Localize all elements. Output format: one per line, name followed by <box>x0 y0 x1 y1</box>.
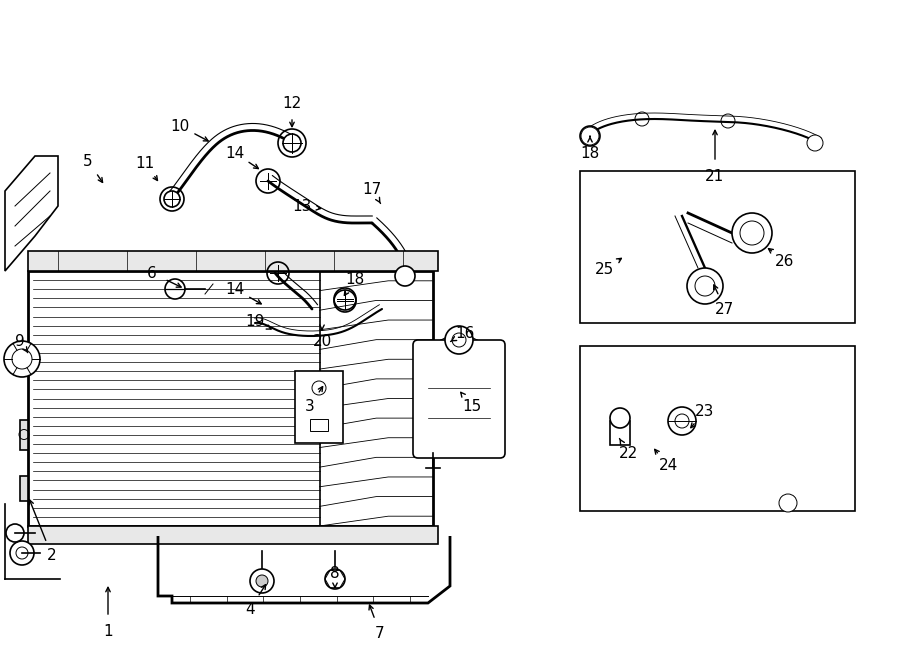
Text: 10: 10 <box>170 118 190 134</box>
Text: 26: 26 <box>775 254 795 268</box>
Text: 3: 3 <box>305 399 315 414</box>
Bar <box>580 171 855 323</box>
Circle shape <box>283 134 301 152</box>
Text: 14: 14 <box>225 145 245 161</box>
Text: 12: 12 <box>283 95 302 110</box>
Text: 18: 18 <box>580 145 599 161</box>
Circle shape <box>256 575 268 587</box>
Text: 19: 19 <box>246 313 265 329</box>
Bar <box>28 271 433 526</box>
Text: 17: 17 <box>363 182 382 196</box>
Circle shape <box>610 408 630 428</box>
Text: 21: 21 <box>706 169 724 184</box>
Bar <box>310 419 328 431</box>
Polygon shape <box>5 156 58 271</box>
Circle shape <box>164 191 180 207</box>
Text: 8: 8 <box>330 566 340 580</box>
Circle shape <box>250 569 274 593</box>
Text: 1: 1 <box>104 623 112 639</box>
Bar <box>28 526 438 544</box>
Text: 4: 4 <box>245 602 255 617</box>
Circle shape <box>445 326 473 354</box>
Text: 13: 13 <box>292 198 311 214</box>
Circle shape <box>4 341 40 377</box>
Text: 15: 15 <box>463 399 482 414</box>
Text: 18: 18 <box>346 272 365 286</box>
Bar <box>28 251 438 271</box>
Text: 2: 2 <box>47 549 57 563</box>
Text: 6: 6 <box>147 266 157 280</box>
Bar <box>20 475 28 500</box>
Text: 27: 27 <box>716 301 734 317</box>
Text: 16: 16 <box>455 325 474 340</box>
Circle shape <box>779 494 797 512</box>
Text: 24: 24 <box>659 459 678 473</box>
Bar <box>295 371 343 443</box>
Text: 14: 14 <box>225 282 245 297</box>
Text: 11: 11 <box>135 155 155 171</box>
FancyBboxPatch shape <box>413 340 505 458</box>
Circle shape <box>581 127 599 145</box>
Circle shape <box>807 135 823 151</box>
Circle shape <box>6 524 24 542</box>
Text: 7: 7 <box>375 625 385 641</box>
Circle shape <box>165 279 185 299</box>
Text: 20: 20 <box>312 334 331 348</box>
Bar <box>580 346 855 511</box>
Text: 5: 5 <box>83 153 93 169</box>
Bar <box>20 420 28 449</box>
Circle shape <box>395 266 415 286</box>
Circle shape <box>732 213 772 253</box>
Text: 22: 22 <box>618 446 637 461</box>
Circle shape <box>325 569 345 589</box>
Circle shape <box>687 268 723 304</box>
Bar <box>28 271 433 526</box>
Text: 25: 25 <box>596 262 615 276</box>
Bar <box>610 421 630 445</box>
Circle shape <box>668 407 696 435</box>
Text: 23: 23 <box>696 403 715 418</box>
Text: 9: 9 <box>15 334 25 348</box>
Circle shape <box>10 541 34 565</box>
